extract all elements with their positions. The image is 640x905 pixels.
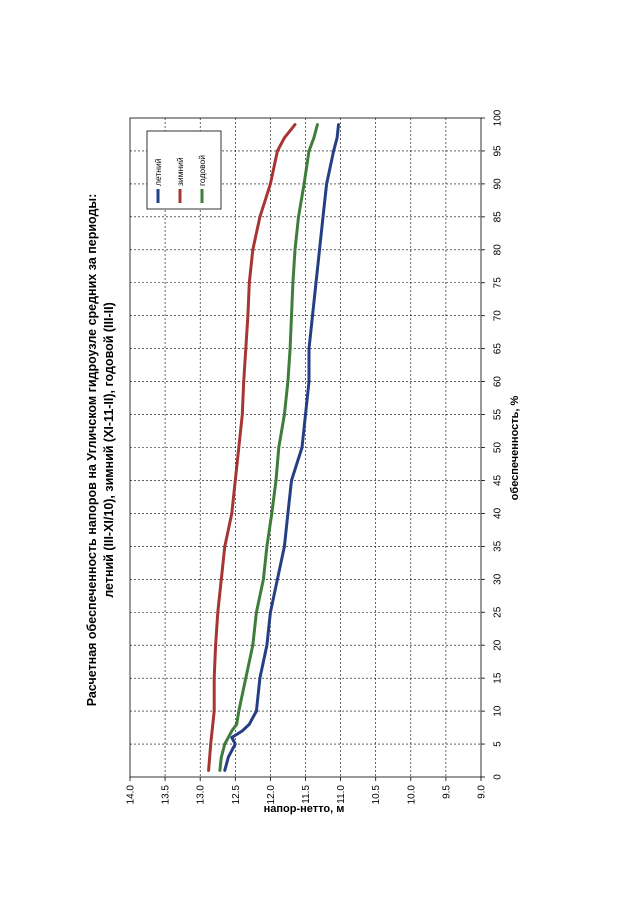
chart-title-line-2: летний (III-XI/10), зимний (XI-11-II), г… bbox=[102, 302, 116, 597]
y-tick-label-13.0: 13.0 bbox=[196, 785, 207, 805]
x-tick-label-95: 95 bbox=[493, 145, 504, 157]
series-line-summer bbox=[223, 123, 340, 772]
y-tick-label-9.0: 9.0 bbox=[477, 785, 488, 799]
x-tick-label-0: 0 bbox=[493, 774, 504, 780]
legend-label-winter: зимний bbox=[175, 157, 185, 186]
tick-labels: 0 5 10 15 20 25 30 35 40 45 50 55 60 65 70 75 80 85 90 95 10… bbox=[126, 109, 504, 804]
x-tick-label-90: 90 bbox=[493, 178, 504, 190]
y-tick-label-9.5: 9.5 bbox=[441, 785, 452, 799]
x-tick-label-70: 70 bbox=[493, 310, 504, 322]
x-tick-label-20: 20 bbox=[493, 639, 504, 651]
x-tick-label-45: 45 bbox=[493, 474, 504, 486]
x-tick-label-55: 55 bbox=[493, 409, 504, 421]
y-tick-label-12.0: 12.0 bbox=[266, 785, 277, 805]
y-tick-label-13.5: 13.5 bbox=[161, 785, 172, 805]
y-tick-label-11.5: 11.5 bbox=[301, 785, 312, 804]
grid bbox=[129, 117, 485, 781]
x-tick-label-65: 65 bbox=[493, 343, 504, 355]
x-tick-label-10: 10 bbox=[493, 705, 504, 717]
x-tick-label-60: 60 bbox=[493, 376, 504, 388]
series-line-annual bbox=[218, 123, 319, 772]
x-tick-label-85: 85 bbox=[493, 211, 504, 223]
y-tick-label-11.0: 11.0 bbox=[336, 785, 347, 804]
x-tick-label-25: 25 bbox=[493, 606, 504, 618]
y-tick-label-10.0: 10.0 bbox=[406, 785, 417, 805]
x-axis-label: обеспеченность, % bbox=[509, 395, 521, 500]
x-tick-label-75: 75 bbox=[493, 277, 504, 289]
x-tick-label-40: 40 bbox=[493, 507, 504, 519]
y-tick-label-10.5: 10.5 bbox=[371, 785, 382, 805]
x-tick-label-30: 30 bbox=[493, 573, 504, 585]
series-lines bbox=[207, 123, 340, 772]
x-tick-label-15: 15 bbox=[493, 672, 504, 684]
x-tick-label-5: 5 bbox=[493, 741, 504, 747]
y-axis-label: напор-нетто, м bbox=[264, 803, 345, 815]
series-line-winter bbox=[207, 123, 297, 772]
legend-label-annual: годовой bbox=[197, 155, 207, 186]
chart-title-line-1: Расчетная обеспеченность напоров на Угли… bbox=[85, 194, 99, 707]
legend: летний зимний годовой bbox=[146, 130, 222, 210]
x-tick-label-35: 35 bbox=[493, 540, 504, 552]
x-tick-label-80: 80 bbox=[493, 244, 504, 256]
y-tick-label-12.5: 12.5 bbox=[231, 785, 242, 805]
x-tick-label-50: 50 bbox=[493, 442, 504, 454]
x-tick-label-100: 100 bbox=[493, 109, 504, 126]
legend-label-summer: летний bbox=[153, 158, 163, 186]
y-tick-label-14.0: 14.0 bbox=[126, 785, 137, 805]
